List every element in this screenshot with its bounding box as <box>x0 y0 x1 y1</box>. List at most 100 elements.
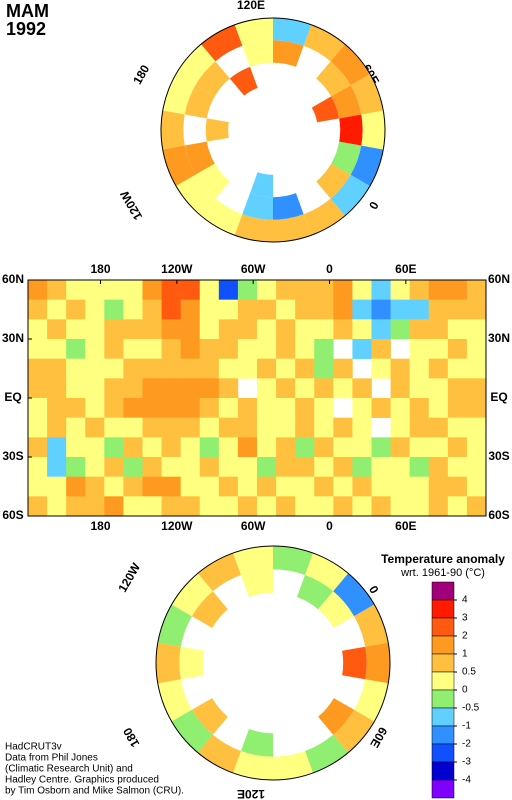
cell <box>123 358 143 379</box>
cell <box>314 339 334 359</box>
polar-cell <box>191 698 228 735</box>
polar-cell <box>176 44 216 86</box>
cell <box>142 339 162 359</box>
cell <box>428 358 449 379</box>
cell <box>333 358 353 379</box>
polar-cell <box>232 546 273 576</box>
cell <box>428 280 449 300</box>
cell <box>104 319 124 340</box>
cell <box>447 496 468 517</box>
cell <box>295 437 315 458</box>
cell <box>428 339 449 359</box>
polar-cell <box>333 573 375 617</box>
cell <box>371 299 391 320</box>
cell <box>123 496 143 517</box>
cell <box>47 358 67 379</box>
polar-cell <box>316 163 351 199</box>
cell <box>199 280 220 300</box>
legend-label: -1 <box>462 721 471 732</box>
cell <box>295 496 315 517</box>
cell <box>180 339 201 359</box>
cell <box>390 457 410 477</box>
cell <box>466 358 487 379</box>
cell <box>199 378 220 399</box>
polar-cell <box>331 85 362 119</box>
cell <box>371 398 391 418</box>
polar-cell <box>318 698 355 735</box>
polar-cell <box>197 553 241 592</box>
polar-label: 0 <box>366 199 382 212</box>
cell <box>257 358 277 379</box>
legend-swatch <box>431 743 455 763</box>
cell <box>161 319 181 340</box>
cell <box>85 339 105 359</box>
legend-swatch <box>431 599 455 619</box>
cell <box>314 417 334 438</box>
cell <box>295 457 315 477</box>
cell <box>66 476 86 497</box>
cell <box>218 358 239 379</box>
y-tick-label: EQ <box>490 390 507 404</box>
cell <box>237 398 258 418</box>
cell <box>142 398 162 418</box>
credit-line: Hadley Centre. Graphics produced <box>5 775 159 786</box>
cell <box>66 358 86 379</box>
x-tick-label: 0 <box>326 262 333 276</box>
cell <box>161 280 181 300</box>
cell <box>218 339 239 359</box>
credit-line: (Climatic Research Unit) and <box>5 764 133 775</box>
cell <box>123 280 143 300</box>
cell <box>390 417 410 438</box>
x-tick-label: 180 <box>91 519 111 533</box>
cell <box>85 319 105 340</box>
cell <box>276 299 296 320</box>
cell <box>28 280 48 300</box>
cell <box>409 437 430 458</box>
year: 1992 <box>6 19 46 39</box>
cell <box>180 319 201 340</box>
polar-cell <box>305 553 349 592</box>
cell <box>257 339 277 359</box>
cell <box>66 378 86 399</box>
cell <box>104 398 124 418</box>
cell <box>428 496 449 517</box>
polar-cell <box>365 642 391 684</box>
cell <box>180 476 201 497</box>
legend-swatch <box>431 707 455 727</box>
credit-line: Data from Phil Jones <box>5 753 98 764</box>
cell <box>161 398 181 418</box>
cell <box>28 378 48 399</box>
cell <box>276 339 296 359</box>
polar-cell <box>342 646 367 680</box>
cell <box>390 437 410 458</box>
cell <box>409 299 430 320</box>
polar-cell <box>333 709 375 753</box>
polar-cell <box>195 163 230 199</box>
cell <box>409 398 430 418</box>
cell <box>104 358 124 379</box>
cell <box>161 358 181 379</box>
cell <box>447 339 468 359</box>
cell <box>352 319 372 340</box>
cell <box>218 417 239 438</box>
polar-cell <box>201 24 243 62</box>
cell <box>371 280 391 300</box>
cell <box>371 476 391 497</box>
polar-cell <box>242 40 273 67</box>
cell <box>28 476 48 497</box>
cell <box>257 299 277 320</box>
legend-swatch <box>431 653 455 673</box>
polar-cell <box>232 750 273 780</box>
x-tick-label: 0 <box>326 519 333 533</box>
cell <box>257 496 277 517</box>
legend-label: 0 <box>462 685 468 696</box>
legend-label: -2 <box>462 739 471 750</box>
cell <box>161 437 181 458</box>
y-tick-label: 60N <box>2 272 24 286</box>
cell <box>218 319 239 340</box>
cell <box>352 437 372 458</box>
cell <box>409 358 430 379</box>
cell <box>85 457 105 477</box>
